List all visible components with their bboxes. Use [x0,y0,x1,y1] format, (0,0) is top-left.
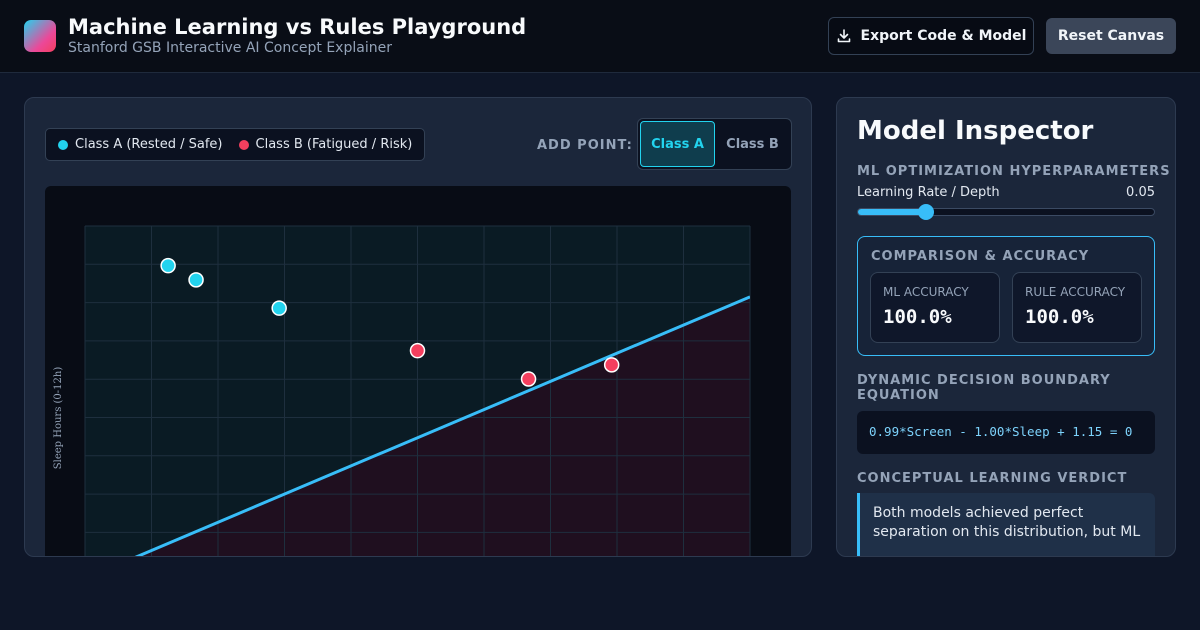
y-axis-label: Sleep Hours (0-12h) [53,367,64,470]
class-a-dot-icon [58,139,68,150]
comparison-heading: COMPARISON & ACCURACY [871,249,1090,264]
verdict-heading: CONCEPTUAL LEARNING VERDICT [857,471,1128,486]
ml-accuracy-value: 100.0% [883,306,952,328]
legend-label-class-b: Class B (Fatigued / Risk) [255,137,413,152]
slider-fill [858,209,927,215]
export-button[interactable]: Export Code & Model [828,17,1034,55]
slider-thumb[interactable] [918,204,935,220]
toggle-class-a-button[interactable]: Class A [640,121,715,167]
app-subtitle: Stanford GSB Interactive AI Concept Expl… [68,40,392,56]
ml-accuracy-label: ML ACCURACY [883,285,969,299]
reset-canvas-button[interactable]: Reset Canvas [1046,18,1176,54]
inspector-title: Model Inspector [857,116,1094,146]
point-class-a[interactable] [188,272,204,288]
class-b-dot-icon [238,139,249,150]
export-button-label: Export Code & Model [860,28,1027,44]
legend: Class A (Rested / Safe) Class B (Fatigue… [45,128,426,161]
point-class-a[interactable] [160,257,176,274]
toggle-class-b-label: Class B [726,136,779,152]
learning-rate-value: 0.05 [1126,185,1155,200]
class-toggle: Class A Class B [637,118,792,170]
equation-heading: DYNAMIC DECISION BOUNDARY EQUATION [857,373,1111,403]
scatter-plot[interactable]: Sleep Hours (0-12h) [45,186,791,557]
point-class-b[interactable] [520,371,537,387]
rule-accuracy-value: 100.0% [1025,306,1094,328]
point-class-b[interactable] [409,342,426,359]
plot-grid [84,225,751,556]
point-class-b[interactable] [603,357,620,373]
app-title: Machine Learning vs Rules Playground [68,15,527,39]
learning-rate-label: Learning Rate / Depth [857,185,1000,200]
legend-label-class-a: Class A (Rested / Safe) [75,137,223,152]
rule-accuracy-label: RULE ACCURACY [1025,285,1126,299]
add-point-label: ADD POINT: [537,138,633,153]
verdict-text: Both models achieved perfect separation … [873,505,1141,540]
data-points [160,257,620,387]
ml-accuracy-box: ML ACCURACY 100.0% [870,272,1000,343]
app-header: Machine Learning vs Rules Playground Sta… [0,0,1200,73]
legend-item-class-b: Class B (Fatigued / Risk) [238,137,413,152]
canvas-panel: Class A (Rested / Safe) Class B (Fatigue… [24,97,812,557]
legend-item-class-a: Class A (Rested / Safe) [58,137,223,152]
verdict-callout: Both models achieved perfect separation … [857,493,1155,556]
plot-canvas[interactable]: Sleep Hours (0-12h) [45,186,791,557]
point-class-a[interactable] [271,300,287,316]
comparison-card: COMPARISON & ACCURACY ML ACCURACY 100.0%… [857,236,1155,356]
download-icon [837,29,850,43]
rule-accuracy-box: RULE ACCURACY 100.0% [1012,272,1142,343]
hyperparams-heading: ML OPTIMIZATION HYPERPARAMETERS [857,164,1171,179]
model-inspector-panel: Model Inspector ML OPTIMIZATION HYPERPAR… [836,97,1176,557]
app-logo [24,20,56,52]
boundary-equation: 0.99*Screen - 1.00*Sleep + 1.15 = 0 [857,411,1155,454]
toggle-class-b-button[interactable]: Class B [716,121,789,167]
learning-rate-slider[interactable] [857,204,1155,220]
decision-boundary-line [134,295,750,556]
